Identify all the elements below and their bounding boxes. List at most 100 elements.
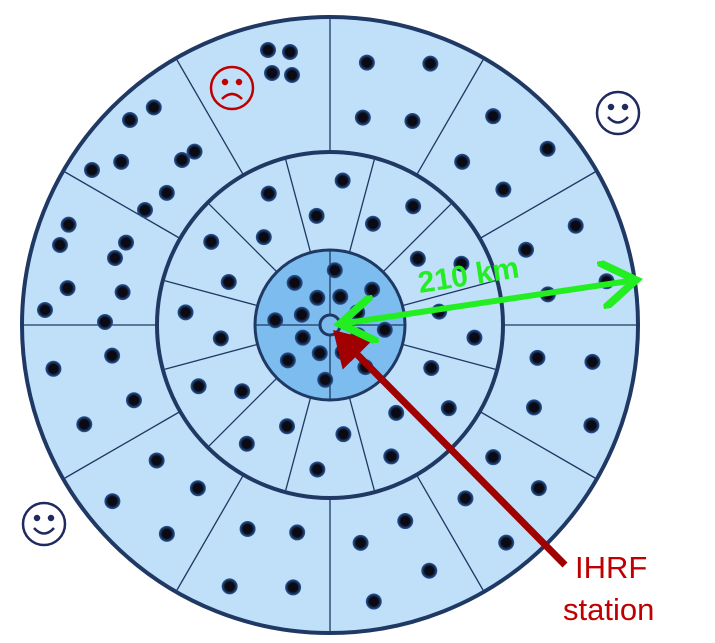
station-dot (60, 216, 77, 233)
sector-line (64, 171, 181, 240)
station-dot (189, 480, 206, 497)
station-dot (122, 112, 138, 128)
station-dot (76, 416, 93, 433)
center (318, 313, 342, 337)
station-dot (239, 520, 256, 537)
station-dot (485, 108, 502, 125)
station-dot (238, 435, 255, 452)
station-dot (264, 65, 280, 81)
station-dot (309, 289, 326, 306)
station-dot (364, 281, 381, 298)
station-dot (332, 288, 349, 305)
station-dot (260, 185, 277, 202)
station-dot (45, 360, 62, 377)
station-dot (285, 579, 302, 596)
station-dot (539, 140, 556, 157)
station-dot (383, 448, 400, 465)
station-dot (358, 54, 375, 71)
station-dot (59, 280, 76, 297)
station-dot (309, 461, 326, 478)
station-dot (84, 162, 100, 178)
station-dot (376, 321, 393, 338)
station-dot (529, 349, 546, 366)
station-dot (104, 493, 121, 510)
station-dot (220, 274, 237, 291)
station-dot (404, 113, 421, 130)
station-dot (525, 399, 542, 416)
station-dot (286, 274, 303, 291)
station-dot (365, 593, 382, 610)
station-dot (423, 359, 440, 376)
station-dot (352, 534, 369, 551)
station-dot (530, 480, 547, 497)
station-dot (212, 330, 229, 347)
sector-line (348, 397, 375, 491)
station-dot (190, 378, 207, 395)
station-arrow (333, 330, 568, 568)
station-dot (334, 172, 351, 189)
sector-line (415, 59, 484, 176)
sector-line (479, 171, 596, 240)
station-dot (289, 524, 306, 541)
station-dot (234, 383, 251, 400)
station-dot (311, 345, 328, 362)
station-dot (52, 237, 68, 253)
sector-line (402, 343, 496, 370)
happy-face (21, 501, 67, 547)
station-dot (177, 304, 194, 321)
station-dot (397, 513, 414, 530)
station-dot (584, 353, 601, 370)
sector-line (176, 59, 245, 176)
station-dot (118, 234, 135, 251)
station-dot (255, 229, 272, 246)
station-dot (37, 302, 53, 318)
sad-face (209, 65, 255, 111)
station-dot (104, 347, 121, 364)
station-dot (485, 449, 502, 466)
station-label: IHRF (575, 550, 647, 585)
station-dot (405, 198, 422, 215)
station-dot (422, 55, 439, 72)
station-dot (203, 233, 220, 250)
station-dot (350, 327, 367, 344)
station-dot (97, 314, 113, 330)
station-dot (317, 371, 334, 388)
station-dot (158, 525, 175, 542)
station-dot (454, 153, 471, 170)
station-dot (279, 418, 296, 435)
distance-arrow (340, 280, 636, 324)
station-dot (440, 400, 457, 417)
station-dot (282, 44, 298, 60)
station-dot (354, 109, 371, 126)
sector-line (415, 474, 484, 591)
station-dot (221, 578, 238, 595)
station-dot (364, 215, 381, 232)
station-dot (293, 306, 310, 323)
sector-line (176, 474, 245, 591)
station-dot (113, 153, 130, 170)
station-dot (466, 329, 483, 346)
station-dot (457, 490, 474, 507)
sector-line (285, 159, 312, 253)
sector-line (208, 377, 278, 447)
station-dot (158, 184, 175, 201)
sector-line (348, 159, 375, 253)
station-dot (495, 181, 512, 198)
station-label: station (563, 592, 654, 627)
station-dot (260, 42, 276, 58)
station-dot (498, 534, 515, 551)
station-dot (335, 426, 352, 443)
station-dot (308, 207, 325, 224)
sector-line (208, 203, 278, 273)
station-dot (409, 250, 426, 267)
station-dot (148, 452, 165, 469)
station-dot (186, 143, 203, 160)
station-dot (567, 217, 584, 234)
station-dot (294, 329, 311, 346)
station-dot (107, 250, 123, 266)
station-dot (267, 312, 284, 329)
station-dot (583, 417, 600, 434)
station-dot (326, 262, 343, 279)
sector-line (164, 280, 258, 307)
